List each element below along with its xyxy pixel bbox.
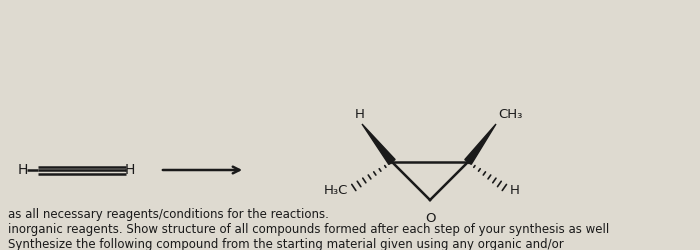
Polygon shape: [465, 124, 496, 164]
Text: H: H: [125, 163, 135, 177]
Text: inorganic reagents. Show structure of all compounds formed after each step of yo: inorganic reagents. Show structure of al…: [8, 223, 610, 236]
Text: H: H: [510, 184, 520, 198]
Text: as all necessary reagents/conditions for the reactions.: as all necessary reagents/conditions for…: [8, 208, 329, 221]
Text: O: O: [425, 212, 435, 225]
Text: CH₃: CH₃: [498, 108, 522, 121]
Text: H₃C: H₃C: [323, 184, 348, 198]
Text: Synthesize the following compound from the starting material given using any org: Synthesize the following compound from t…: [8, 238, 564, 250]
Text: H: H: [18, 163, 29, 177]
Polygon shape: [362, 124, 395, 164]
Text: H: H: [355, 108, 365, 121]
